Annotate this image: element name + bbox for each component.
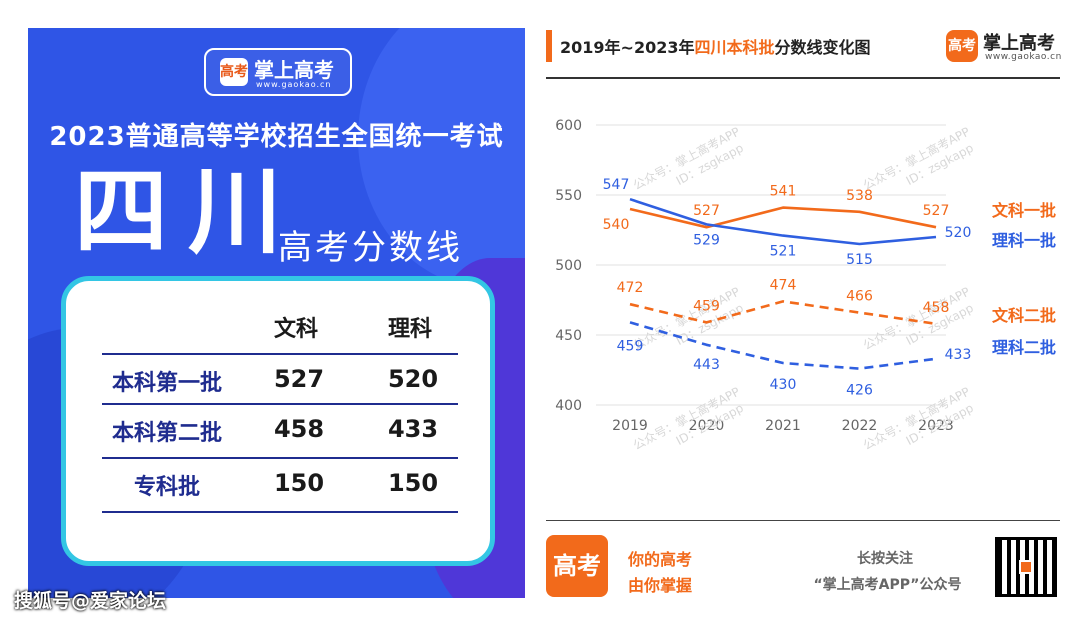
- y-tick-label: 500: [555, 258, 582, 274]
- qr-code[interactable]: [995, 537, 1057, 597]
- y-tick-label: 600: [555, 118, 582, 134]
- table-divider: [102, 457, 458, 459]
- series-name-label: 文科一批: [992, 201, 1056, 220]
- data-label-like-tier2: 426: [846, 383, 873, 399]
- y-tick-label: 450: [555, 328, 582, 344]
- line-chart: 400 450 500 550 600 2019 2020 2021 2022 2023 公众号：掌…: [555, 118, 1056, 453]
- poster-subtitle: 高考分数线: [278, 228, 463, 268]
- series-name-label: 理科二批: [992, 338, 1056, 357]
- poster-panel: 高考 掌上高考 www.gaokao.cn 2023普通高等学校招生全国统一考试…: [28, 28, 525, 598]
- score-table: 文科 理科 本科第一批 527 520 本科第二批 458 433 专科批 15…: [61, 276, 495, 566]
- data-label-like-tier2: 443: [693, 357, 720, 373]
- footer-rule: [546, 520, 1060, 521]
- exam-title: 2023普通高等学校招生全国统一考试: [49, 122, 504, 152]
- data-label-like-tier1: 520: [945, 225, 972, 241]
- slogan-line1: 你的高考: [628, 550, 693, 569]
- column-header-like: 理科: [388, 317, 433, 342]
- data-label-wenke-tier1: 527: [923, 203, 950, 219]
- data-label-wenke-tier1: 527: [693, 203, 720, 219]
- series-line-wenke-tier2: [629, 300, 937, 326]
- qr-logo-icon: [1019, 560, 1033, 574]
- series-name-label: 理科一批: [992, 231, 1056, 250]
- header-rule: [546, 77, 1060, 79]
- data-label-wenke-tier1: 541: [770, 184, 797, 200]
- cell-zhuanke-wenke: 150: [273, 469, 325, 497]
- data-label-wenke-tier2: 474: [770, 277, 797, 293]
- brand-badge: 高考 掌上高考 www.gaokao.cn: [204, 48, 352, 96]
- series-line-wenke-tier1: [629, 206, 937, 229]
- cell-tier1-like: 520: [387, 365, 439, 393]
- data-label-like-tier1: 521: [770, 244, 797, 260]
- column-header-wenke: 文科: [274, 317, 319, 342]
- series-line-like-tier2: [629, 321, 937, 370]
- data-label-like-tier1: 547: [603, 177, 630, 193]
- x-tick-label: 2023: [918, 418, 954, 434]
- data-label-like-tier2: 433: [945, 347, 972, 363]
- cell-tier2-like: 433: [387, 415, 439, 443]
- header-brand: 掌上高考: [983, 33, 1055, 54]
- table-divider: [102, 353, 458, 355]
- data-label-like-tier2: 459: [617, 338, 644, 354]
- x-tick-label: 2019: [612, 418, 648, 434]
- follow-line2: “掌上高考APP”公众号: [813, 577, 962, 593]
- data-label-like-tier2: 430: [770, 377, 797, 393]
- y-tick-label: 550: [555, 188, 582, 204]
- province-title: 四川: [74, 158, 303, 267]
- data-label-wenke-tier2: 459: [693, 298, 720, 314]
- slogan-line2: 由你掌握: [628, 576, 693, 595]
- cell-tier2-wenke: 458: [273, 415, 325, 443]
- gaokao-logo-icon: 高考: [546, 535, 608, 597]
- row-label-zhuanke: 专科批: [133, 475, 200, 500]
- header-url: www.gaokao.cn: [985, 52, 1062, 62]
- cell-tier1-wenke: 527: [273, 365, 325, 393]
- y-tick-label: 400: [555, 398, 582, 414]
- data-label-wenke-tier2: 472: [617, 280, 644, 296]
- brand-url: www.gaokao.cn: [256, 80, 332, 89]
- data-label-like-tier1: 529: [693, 232, 720, 248]
- cell-zhuanke-like: 150: [387, 469, 439, 497]
- gaokao-logo-icon: 高考: [946, 30, 978, 62]
- follow-line1: 长按关注: [857, 551, 913, 567]
- series-line-like-tier1: [629, 197, 937, 246]
- x-tick-label: 2020: [689, 418, 725, 434]
- source-watermark: 搜狐号@爱家论坛: [14, 590, 167, 612]
- row-label-tier1: 本科第一批: [111, 371, 222, 396]
- chart-title-prefix: 2019年~2023年: [560, 38, 695, 57]
- x-tick-label: 2021: [765, 418, 801, 434]
- table-divider: [102, 511, 458, 513]
- data-label-wenke-tier2: 466: [846, 289, 873, 305]
- title-accent-bar: [546, 30, 552, 62]
- data-label-wenke-tier1: 540: [603, 217, 630, 233]
- table-divider: [102, 403, 458, 405]
- series-name-label: 文科二批: [992, 306, 1056, 325]
- row-label-tier2: 本科第二批: [111, 421, 222, 446]
- chart-title-highlight: 四川本科批: [694, 38, 775, 57]
- brand-name: 掌上高考: [254, 58, 334, 82]
- gaokao-logo-icon: 高考: [220, 58, 248, 86]
- data-label-wenke-tier1: 538: [846, 188, 873, 204]
- data-label-wenke-tier2: 458: [923, 300, 950, 316]
- data-label-like-tier1: 515: [846, 252, 873, 268]
- chart-title-suffix: 分数线变化图: [774, 38, 871, 57]
- x-tick-label: 2022: [842, 418, 878, 434]
- chart-title: 2019年~2023年四川本科批分数线变化图: [560, 34, 871, 58]
